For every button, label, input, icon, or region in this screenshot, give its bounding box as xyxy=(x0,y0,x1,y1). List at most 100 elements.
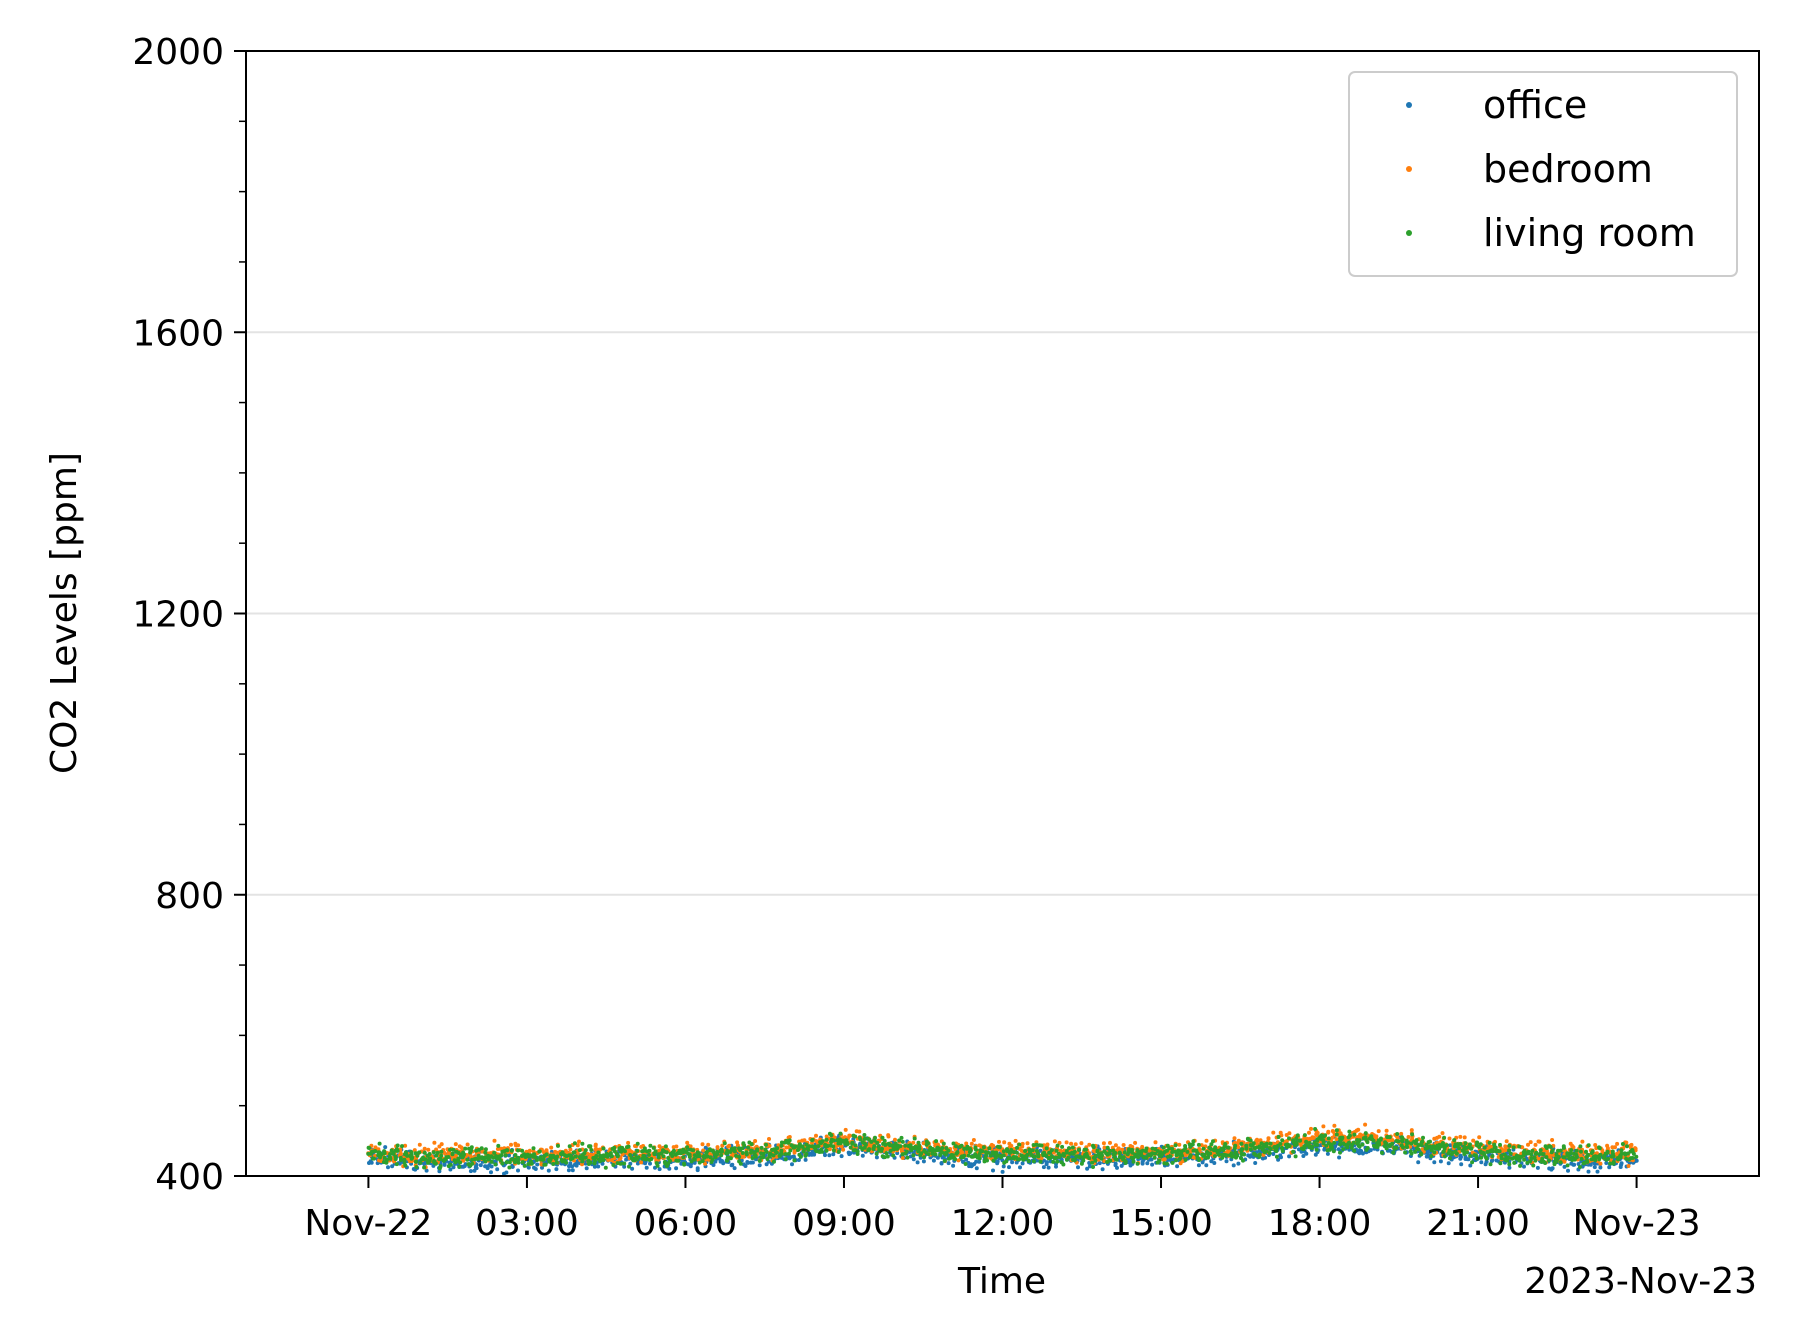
data-point xyxy=(1406,1135,1411,1139)
data-point xyxy=(903,1143,908,1148)
data-point xyxy=(1091,1165,1095,1169)
data-point xyxy=(1018,1165,1022,1170)
data-point xyxy=(504,1160,509,1165)
data-point xyxy=(831,1138,836,1143)
data-point xyxy=(1119,1163,1124,1168)
data-point xyxy=(1331,1149,1336,1154)
data-point xyxy=(1608,1161,1613,1166)
data-point xyxy=(437,1169,442,1174)
data-point xyxy=(1232,1146,1237,1151)
data-point xyxy=(1558,1160,1563,1165)
data-point xyxy=(560,1150,565,1155)
data-point xyxy=(954,1144,958,1149)
data-point xyxy=(432,1140,437,1145)
data-point xyxy=(555,1154,560,1159)
data-point xyxy=(1488,1162,1493,1167)
data-point xyxy=(767,1143,772,1148)
data-point xyxy=(1313,1127,1318,1131)
data-point xyxy=(1629,1142,1634,1147)
data-point xyxy=(942,1158,947,1163)
data-point xyxy=(814,1149,819,1154)
data-point xyxy=(1054,1155,1058,1160)
data-point xyxy=(615,1161,620,1166)
data-point xyxy=(874,1155,879,1160)
data-point xyxy=(1052,1139,1057,1144)
data-point xyxy=(592,1164,597,1169)
data-point xyxy=(764,1149,769,1154)
data-point xyxy=(872,1144,877,1149)
data-point xyxy=(1183,1157,1188,1162)
data-point xyxy=(900,1139,905,1144)
data-point xyxy=(742,1143,747,1148)
data-point xyxy=(438,1157,443,1162)
data-point xyxy=(701,1154,706,1159)
data-point xyxy=(474,1166,479,1171)
data-point xyxy=(1459,1155,1463,1159)
data-point xyxy=(580,1162,584,1167)
data-point xyxy=(448,1167,453,1172)
data-point xyxy=(1100,1167,1105,1172)
data-point xyxy=(1077,1148,1082,1152)
data-point xyxy=(531,1146,536,1151)
data-point xyxy=(900,1156,905,1160)
data-point xyxy=(1447,1148,1452,1153)
data-point xyxy=(1574,1148,1579,1153)
data-point xyxy=(1565,1163,1570,1168)
data-point xyxy=(1321,1124,1326,1129)
data-point xyxy=(831,1148,836,1153)
data-point xyxy=(1547,1158,1551,1163)
data-point xyxy=(1387,1135,1392,1140)
data-point xyxy=(755,1148,760,1153)
data-point xyxy=(1164,1161,1169,1166)
data-point xyxy=(1447,1136,1452,1141)
data-point xyxy=(1567,1156,1572,1161)
data-point xyxy=(874,1151,879,1156)
data-point xyxy=(1214,1148,1219,1153)
data-point xyxy=(1307,1140,1312,1145)
data-point xyxy=(642,1146,647,1151)
data-point xyxy=(1183,1146,1188,1151)
data-point xyxy=(743,1164,748,1168)
data-point xyxy=(831,1144,836,1149)
data-point xyxy=(1108,1158,1113,1163)
data-point xyxy=(543,1162,548,1167)
data-point xyxy=(820,1139,825,1144)
data-point xyxy=(522,1163,527,1168)
data-point xyxy=(1091,1145,1096,1150)
data-point xyxy=(1087,1142,1092,1147)
data-point xyxy=(1580,1139,1585,1144)
data-point xyxy=(1490,1154,1495,1159)
data-point xyxy=(572,1141,577,1146)
data-point xyxy=(790,1162,794,1167)
data-point xyxy=(1206,1155,1210,1160)
data-point xyxy=(1009,1147,1014,1152)
data-point xyxy=(1507,1143,1512,1148)
data-point xyxy=(1590,1149,1595,1154)
data-point xyxy=(450,1151,455,1156)
data-point xyxy=(424,1168,429,1173)
data-point xyxy=(848,1145,853,1150)
data-point xyxy=(732,1149,737,1154)
data-point xyxy=(647,1152,652,1157)
data-point xyxy=(695,1168,700,1173)
data-point xyxy=(1149,1157,1154,1162)
data-point xyxy=(1038,1159,1043,1164)
data-point xyxy=(721,1161,726,1166)
data-point xyxy=(422,1146,427,1151)
data-point xyxy=(1099,1156,1104,1161)
data-point xyxy=(882,1138,887,1143)
data-point xyxy=(1529,1152,1534,1157)
data-point xyxy=(384,1157,389,1162)
data-point xyxy=(1458,1141,1463,1146)
data-point xyxy=(668,1158,672,1163)
data-point xyxy=(964,1141,969,1146)
data-point xyxy=(588,1152,593,1157)
data-point xyxy=(1338,1131,1343,1136)
data-point xyxy=(703,1161,707,1166)
data-point xyxy=(1105,1145,1110,1150)
legend-label: bedroom xyxy=(1483,147,1653,191)
data-point xyxy=(1093,1153,1098,1158)
data-point xyxy=(1267,1146,1272,1150)
data-point xyxy=(1459,1162,1464,1167)
x-tick-label: 21:00 xyxy=(1426,1203,1530,1244)
